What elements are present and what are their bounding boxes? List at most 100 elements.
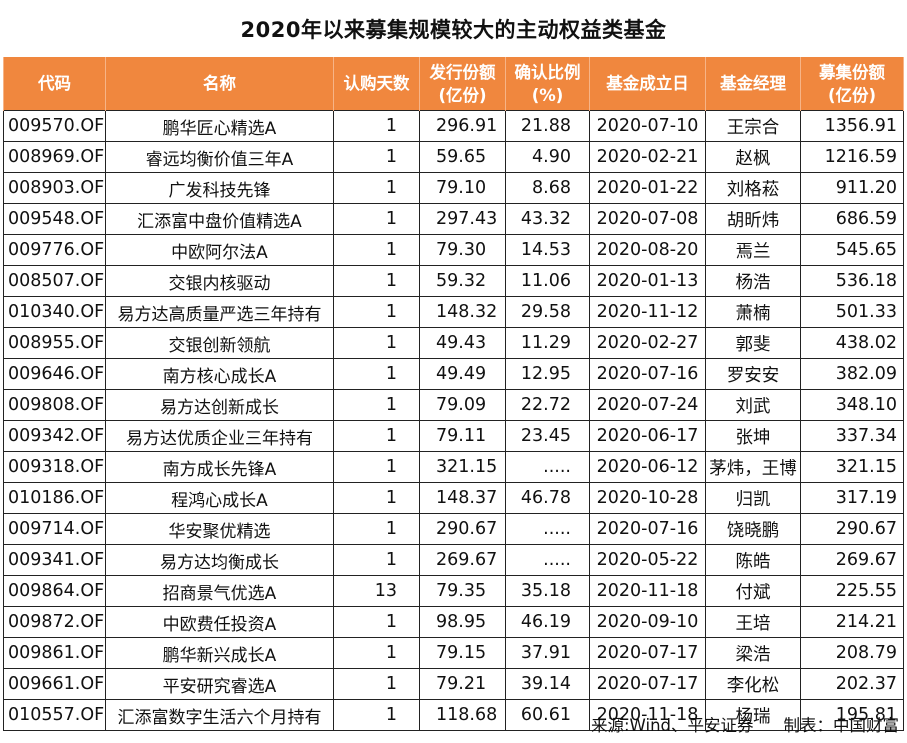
cell-amount: 290.67 xyxy=(800,513,904,545)
cell-code: 009776.OF xyxy=(3,234,106,266)
cell-ratio: 11.29 xyxy=(505,327,590,359)
cell-amount: 208.79 xyxy=(800,637,904,669)
cell-manager: 萧楠 xyxy=(705,296,801,328)
table-row: 009864.OF 招商景气优选A 13 79.35 35.18 2020-11-18 付斌… xyxy=(3,575,904,607)
table-row: 009714.OF 华安聚优精选 1 290.67..... 2020-07-16 饶晓鹏… xyxy=(3,513,904,545)
table-row: 008969.OF 睿远均衡价值三年A 1 59.65 4.90 2020-02-21 赵枫… xyxy=(3,141,904,173)
cell-amount: 225.55 xyxy=(800,575,904,607)
cell-name: 交银内核驱动 xyxy=(105,265,334,297)
cell-manager: 茅炜，王博 xyxy=(705,451,801,483)
cell-manager: 杨浩 xyxy=(705,265,801,297)
header-date: 基金成立日 xyxy=(589,57,706,111)
cell-name: 南方成长先锋A xyxy=(105,451,334,483)
table-row: 009872.OF 中欧费任投资A 1 98.95 46.19 2020-09-10 王培 2… xyxy=(3,606,904,638)
cell-days: 1 xyxy=(333,172,420,204)
header-issue-label: 发行份额 xyxy=(429,62,496,82)
cell-ratio: 8.68 xyxy=(505,172,590,204)
cell-days: 1 xyxy=(333,358,420,390)
cell-amount: 686.59 xyxy=(800,203,904,235)
table-body: 009570.OF 鹏华匠心精选A 1 296.91 21.88 2020-07-10 王宗… xyxy=(3,110,904,731)
table-row: 010186.OF 程鸿心成长A 1 148.37 46.78 2020-10-28 归凯 3… xyxy=(3,482,904,514)
cell-manager: 归凯 xyxy=(705,482,801,514)
cell-issue: 321.15 xyxy=(419,451,506,483)
cell-amount: 321.15 xyxy=(800,451,904,483)
cell-issue: 79.21 xyxy=(419,668,506,700)
cell-manager: 刘格菘 xyxy=(705,172,801,204)
cell-ratio: 60.61 xyxy=(505,699,590,731)
cell-ratio: 39.14 xyxy=(505,668,590,700)
cell-amount: 214.21 xyxy=(800,606,904,638)
header-issue: 发行份额 (亿份) xyxy=(419,57,506,111)
cell-name: 南方核心成长A xyxy=(105,358,334,390)
header-code-label: 代码 xyxy=(38,74,71,93)
cell-amount: 1356.91 xyxy=(800,110,904,142)
table-row: 009861.OF 鹏华新兴成长A 1 79.15 37.91 2020-07-17 梁浩 2… xyxy=(3,637,904,669)
table-row: 008903.OF 广发科技先锋 1 79.10 8.68 2020-01-22 刘格菘 91… xyxy=(3,172,904,204)
table-row: 009318.OF 南方成长先锋A 1 321.15..... 2020-06-12 茅炜… xyxy=(3,451,904,483)
cell-code: 010557.OF xyxy=(3,699,106,731)
cell-ratio: 29.58 xyxy=(505,296,590,328)
cell-issue: 79.30 xyxy=(419,234,506,266)
cell-date: 2020-09-10 xyxy=(589,606,706,638)
cell-issue: 297.43 xyxy=(419,203,506,235)
cell-days: 1 xyxy=(333,637,420,669)
cell-code: 008955.OF xyxy=(3,327,106,359)
cell-date: 2020-07-17 xyxy=(589,637,706,669)
cell-date: 2020-06-12 xyxy=(589,451,706,483)
cell-manager: 王宗合 xyxy=(705,110,801,142)
cell-days: 1 xyxy=(333,110,420,142)
cell-date: 2020-07-16 xyxy=(589,513,706,545)
header-row: 代码 名称 认购天数 发行份额 (亿份) 确认比例 (%) 基金成立日 基金经理 募… xyxy=(3,57,904,111)
cell-manager: 胡昕炜 xyxy=(705,203,801,235)
cell-date: 2020-06-17 xyxy=(589,420,706,452)
cell-issue: 59.65 xyxy=(419,141,506,173)
cell-amount: 202.37 xyxy=(800,668,904,700)
cell-amount: 545.65 xyxy=(800,234,904,266)
header-ratio: 确认比例 (%) xyxy=(505,57,590,111)
table-row: 009342.OF 易方达优质企业三年持有 1 79.11 23.45 2020-06-1… xyxy=(3,420,904,452)
table-header: 代码 名称 认购天数 发行份额 (亿份) 确认比例 (%) 基金成立日 基金经理 募… xyxy=(3,57,904,111)
cell-issue: 148.37 xyxy=(419,482,506,514)
cell-code: 010186.OF xyxy=(3,482,106,514)
cell-amount: 536.18 xyxy=(800,265,904,297)
table-row: 009548.OF 汇添富中盘价值精选A 1 297.43 43.32 2020-07-0… xyxy=(3,203,904,235)
cell-amount: 195.81 xyxy=(800,699,904,731)
cell-issue: 290.67 xyxy=(419,513,506,545)
cell-name: 汇添富数字生活六个月持有 xyxy=(105,699,334,731)
header-days: 认购天数 xyxy=(333,57,420,111)
cell-manager: 陈皓 xyxy=(705,544,801,576)
table-row: 009646.OF 南方核心成长A 1 49.49 12.95 2020-07-16 罗安安… xyxy=(3,358,904,390)
cell-manager: 饶晓鹏 xyxy=(705,513,801,545)
cell-date: 2020-01-13 xyxy=(589,265,706,297)
cell-ratio: 12.95 xyxy=(505,358,590,390)
cell-date: 2020-11-18 xyxy=(589,575,706,607)
cell-name: 中欧费任投资A xyxy=(105,606,334,638)
cell-date: 2020-07-17 xyxy=(589,668,706,700)
cell-days: 1 xyxy=(333,234,420,266)
cell-ratio: 4.90 xyxy=(505,141,590,173)
cell-code: 009342.OF xyxy=(3,420,106,452)
cell-manager: 罗安安 xyxy=(705,358,801,390)
cell-days: 1 xyxy=(333,141,420,173)
table-row: 009661.OF 平安研究睿选A 1 79.21 39.14 2020-07-17 李化松… xyxy=(3,668,904,700)
header-amount-unit: (亿份) xyxy=(827,85,877,105)
cell-days: 1 xyxy=(333,699,420,731)
cell-date: 2020-07-24 xyxy=(589,389,706,421)
cell-ratio: ..... xyxy=(505,451,590,483)
cell-name: 程鸿心成长A xyxy=(105,482,334,514)
cell-code: 009808.OF xyxy=(3,389,106,421)
cell-amount: 501.33 xyxy=(800,296,904,328)
header-manager-label: 基金经理 xyxy=(720,74,786,93)
cell-code: 008969.OF xyxy=(3,141,106,173)
header-issue-unit: (亿份) xyxy=(438,85,487,105)
cell-date: 2020-05-22 xyxy=(589,544,706,576)
cell-name: 汇添富中盘价值精选A xyxy=(105,203,334,235)
cell-manager: 郭斐 xyxy=(705,327,801,359)
cell-code: 009341.OF xyxy=(3,544,106,576)
header-ratio-unit: (%) xyxy=(531,85,564,105)
cell-amount: 269.67 xyxy=(800,544,904,576)
cell-name: 广发科技先锋 xyxy=(105,172,334,204)
cell-days: 1 xyxy=(333,296,420,328)
table-row: 010557.OF 汇添富数字生活六个月持有 1 118.68 60.61 2020-11… xyxy=(3,699,904,731)
